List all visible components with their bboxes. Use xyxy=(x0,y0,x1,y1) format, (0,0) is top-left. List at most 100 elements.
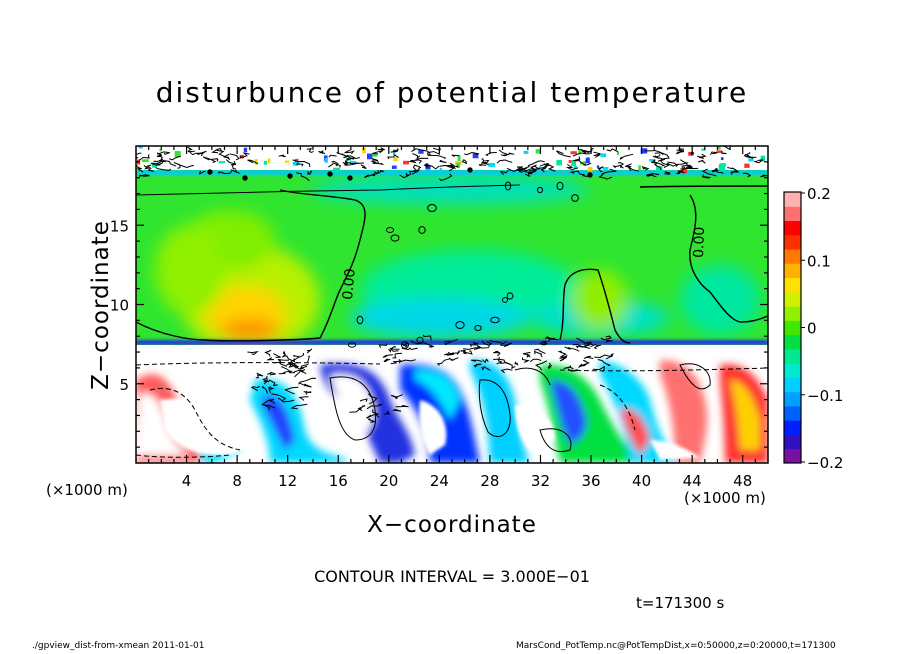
contour-scribble xyxy=(540,166,548,173)
contour-scribble xyxy=(390,147,399,153)
contour-scribble xyxy=(382,354,393,358)
contour-scribble xyxy=(547,362,553,370)
contour-scribble xyxy=(143,165,150,170)
contour-zero-mid xyxy=(559,268,631,344)
contour-scribble xyxy=(583,355,594,359)
x-tick-label: 24 xyxy=(430,472,449,490)
contour-scribble xyxy=(281,366,295,374)
contour-scribble xyxy=(268,398,275,404)
contour-scribble xyxy=(278,370,293,375)
contour-scribble xyxy=(367,418,377,423)
contour-scribble xyxy=(264,349,272,357)
contour-scribble xyxy=(439,159,447,163)
contour-scribble xyxy=(262,375,270,383)
contour-dot xyxy=(207,169,213,175)
noise-cell xyxy=(585,157,590,164)
contour-scribble xyxy=(198,170,206,175)
contour-scribble xyxy=(514,361,519,366)
colorbar-swatch xyxy=(784,291,801,307)
noise-cell xyxy=(174,151,181,157)
contour-scribble xyxy=(500,368,513,374)
contour-scribble xyxy=(229,153,240,161)
contour-scribble xyxy=(565,164,579,171)
contour-scribble xyxy=(401,342,408,348)
contour-scribble xyxy=(521,357,530,363)
contour-scribble xyxy=(482,358,489,364)
x-tick-label: 8 xyxy=(232,472,242,490)
contour-scribble xyxy=(446,351,455,356)
y-axis-label: Z−coordinate xyxy=(88,220,114,390)
noise-cell xyxy=(570,151,577,155)
noise-cell xyxy=(587,167,593,172)
upper-layer-anomalies xyxy=(155,176,760,355)
contour-scribble xyxy=(567,368,578,372)
noise-cell xyxy=(556,159,562,166)
contour-scribble xyxy=(387,154,399,160)
contour-scribble xyxy=(299,369,307,375)
contour-scribble xyxy=(539,340,548,345)
contour-lines xyxy=(136,146,768,458)
noise-cell xyxy=(649,159,655,162)
contour-scribble xyxy=(318,149,326,155)
contour-scribble xyxy=(307,355,310,363)
contour-closed-small xyxy=(390,234,400,242)
contour-scribble xyxy=(415,157,429,164)
contour-scribble xyxy=(189,151,204,156)
contour-scribble xyxy=(597,359,611,366)
contour-scribble xyxy=(601,168,617,175)
contour-scribble xyxy=(499,169,509,175)
colorbar-swatch xyxy=(784,391,801,407)
x-tick-label: 20 xyxy=(379,472,398,490)
contour-scribble xyxy=(210,158,219,162)
contour-scribble xyxy=(701,168,717,177)
contour-scribble xyxy=(296,163,304,167)
contour-scribble xyxy=(652,154,661,159)
contour-scribble xyxy=(299,363,309,369)
contour-closed-small xyxy=(556,181,564,191)
noise-cell xyxy=(720,157,724,161)
contour-scribble xyxy=(250,386,260,391)
contour-scribble xyxy=(146,164,155,172)
contour-scribble xyxy=(493,350,501,357)
contour-scribble xyxy=(277,397,295,403)
noise-cell xyxy=(617,152,620,156)
time-stamp: t=171300 s xyxy=(636,594,725,612)
contour-scribble xyxy=(651,161,662,170)
contour-closed-small xyxy=(416,336,424,344)
contour-scribble xyxy=(399,172,410,179)
contour-scribble xyxy=(288,361,299,368)
noise-cell xyxy=(391,165,397,169)
colorbar-swatch xyxy=(784,192,801,207)
contour-scribble xyxy=(401,347,418,351)
contour-scribble xyxy=(360,164,367,169)
contour-scribble xyxy=(306,148,314,153)
contour-scribble xyxy=(343,154,361,160)
contour-scribble xyxy=(267,379,278,387)
contour-closed-small xyxy=(490,316,500,324)
contour-scribble xyxy=(426,151,441,155)
contour-scribble xyxy=(157,151,170,155)
contour-scribble xyxy=(664,171,671,175)
noise-cell xyxy=(403,160,409,165)
contour-scribble xyxy=(383,358,391,362)
contour-scribble xyxy=(373,170,385,174)
contour-scribble xyxy=(617,161,625,169)
lower-layer-whites xyxy=(160,398,700,460)
contour-scribble xyxy=(480,160,489,166)
contour-scribble xyxy=(742,172,752,178)
noise-cell xyxy=(371,153,378,157)
contour-scribble xyxy=(432,147,441,151)
contour-scribble xyxy=(560,354,568,359)
contour-scribble xyxy=(298,396,309,401)
contour-dot xyxy=(587,172,593,178)
contour-label-right: 0.00 xyxy=(691,226,708,258)
contour-scribble xyxy=(278,154,286,158)
contour-scribble xyxy=(328,162,341,168)
contour-dashed-3 xyxy=(149,387,241,451)
contour-scribble xyxy=(462,347,482,350)
contour-scribble xyxy=(476,344,490,349)
noise-cell xyxy=(457,155,461,161)
contour-scribble xyxy=(173,162,181,169)
contour-scribble xyxy=(298,377,317,385)
